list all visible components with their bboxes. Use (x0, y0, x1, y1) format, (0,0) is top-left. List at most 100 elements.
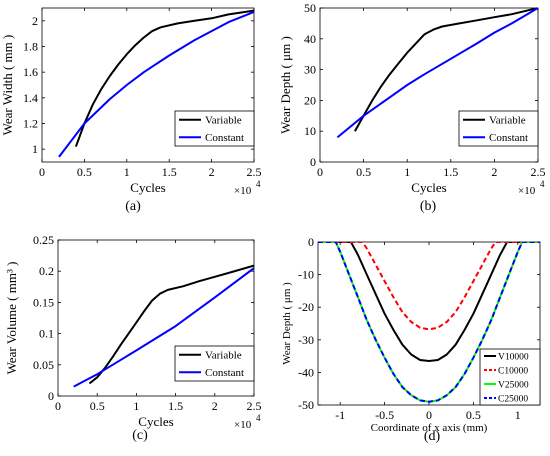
series-group (336, 8, 538, 139)
legend-entry: Variable (205, 349, 242, 361)
x-tick-label: 2.5 (247, 165, 262, 179)
legend: Variable Constant (458, 110, 539, 147)
plot-frame (57, 239, 255, 397)
x-tick-label: 0 (317, 165, 323, 179)
x-tick-label: 0 (55, 399, 61, 413)
y-axis-label: Wear Depth ( μm ) (281, 282, 293, 365)
x-tick-label: 0.5 (466, 408, 481, 422)
x-multiplier: ×10 (234, 419, 252, 431)
series-group (73, 264, 254, 388)
x-multiplier-exponent: 4 (540, 179, 545, 189)
x-tick-label: 1.5 (168, 399, 183, 413)
y-tick-label: 0.15 (33, 295, 54, 309)
series-group (318, 242, 540, 403)
legend-entry: V25000 (498, 381, 529, 391)
y-axis-label: Wear Width ( mm ) (0, 35, 15, 136)
series-line-constant (336, 8, 538, 139)
legend-entry: Variable (489, 114, 526, 126)
y-tick-label: 1.8 (23, 40, 38, 54)
legend-entry: Variable (205, 114, 242, 126)
x-axis-label: Cycles (411, 180, 446, 195)
legend-box (174, 345, 255, 382)
x-multiplier: ×10 (234, 185, 252, 197)
x-tick-label: 0 (39, 165, 45, 179)
y-tick-label: 0 (48, 389, 54, 403)
y-tick-label: 0.25 (33, 233, 54, 247)
y-tick-label: -40 (298, 365, 314, 379)
legend-box (479, 348, 541, 406)
series-line-variable (74, 9, 254, 147)
x-tick-label: 1.5 (162, 165, 177, 179)
y-tick-label: -30 (298, 333, 314, 347)
x-tick-label: -1 (335, 408, 345, 422)
x-tick-label: 1 (515, 408, 521, 422)
x-axis-label: Cycles (138, 414, 173, 429)
y-tick-label: 10 (304, 124, 316, 138)
x-tick-label: 2 (212, 399, 218, 413)
x-tick-label: 2 (209, 165, 215, 179)
y-tick-label: 0.1 (39, 327, 54, 341)
legend-entry: Constant (489, 132, 528, 144)
x-tick-label: -0.5 (375, 408, 394, 422)
y-tick-label: 1.2 (23, 117, 38, 131)
y-tick-label: 50 (304, 1, 316, 15)
legend: V10000 C10000 V25000 C25000 (479, 348, 541, 406)
legend-box (458, 110, 539, 147)
x-tick-label: 2.5 (531, 165, 546, 179)
y-tick-label: -10 (298, 268, 314, 282)
series-line-v10000 (318, 242, 540, 362)
y-tick-label: 0.05 (33, 358, 54, 372)
y-tick-label: 1 (32, 142, 38, 156)
panel-b: 0 0.5 1 1.5 2 2.5 0 10 20 30 40 50 Cycles Wear Depth … (278, 1, 546, 214)
x-tick-label: 0.5 (77, 165, 92, 179)
legend: Variable Constant (174, 110, 255, 147)
y-tick-label: 1.4 (23, 91, 38, 105)
series-group (58, 9, 254, 158)
panel-c: 0 0.5 1 1.5 2 2.5 0 0.05 0.1 0.15 0.2 0.25 Cycles Wea… (4, 233, 262, 443)
panel-a: 0 0.5 1 1.5 2 2.5 1 1.2 1.4 1.6 1.8 2 Cycles Wear Wid… (0, 7, 262, 214)
x-tick-label: 1 (124, 165, 130, 179)
y-axis-label: Wear Depth ( μm ) (278, 36, 293, 134)
x-tick-label: 2 (491, 165, 497, 179)
x-tick-label: 1.5 (443, 165, 458, 179)
x-tick-label: 1 (404, 165, 410, 179)
legend-entry: V10000 (498, 353, 529, 363)
y-tick-label: 20 (304, 93, 316, 107)
y-tick-label: -50 (298, 398, 314, 412)
panel-label: (d) (424, 429, 441, 444)
plot-frame (319, 7, 539, 163)
legend-box (174, 110, 255, 147)
x-tick-label: 0 (426, 408, 432, 422)
series-line-c10000 (318, 242, 540, 331)
x-axis-label: Cycles (130, 180, 165, 195)
y-tick-label: 1.6 (23, 65, 38, 79)
y-tick-label: -20 (298, 300, 314, 314)
panel-label: (b) (420, 199, 437, 214)
series-line-variable (88, 264, 254, 385)
y-tick-label: 0 (308, 235, 314, 249)
plot-frame (41, 7, 255, 163)
legend-entry: C10000 (498, 367, 528, 377)
series-line-constant (73, 267, 254, 388)
y-tick-label: 2 (32, 14, 38, 28)
x-tick-label: 0.5 (90, 399, 105, 413)
x-tick-label: 1 (133, 399, 139, 413)
panel-label: (a) (125, 199, 141, 214)
x-tick-label: 2.5 (247, 399, 262, 413)
series-line-c25000 (318, 242, 540, 403)
y-tick-label: 0.2 (39, 264, 54, 278)
panel-label: (c) (132, 428, 148, 443)
legend-entry: C25000 (498, 395, 528, 405)
y-tick-label: 40 (304, 32, 316, 46)
series-line-variable (354, 8, 538, 132)
x-tick-label: 0.5 (356, 165, 371, 179)
x-multiplier-exponent: 4 (256, 413, 261, 423)
legend: Variable Constant (174, 345, 255, 382)
x-multiplier: ×10 (518, 185, 536, 197)
y-tick-label: 0 (310, 155, 316, 169)
series-line-constant (58, 10, 254, 158)
y-tick-label: 30 (304, 63, 316, 77)
x-axis-label: Coordinate of x axis (mm) (371, 422, 488, 434)
